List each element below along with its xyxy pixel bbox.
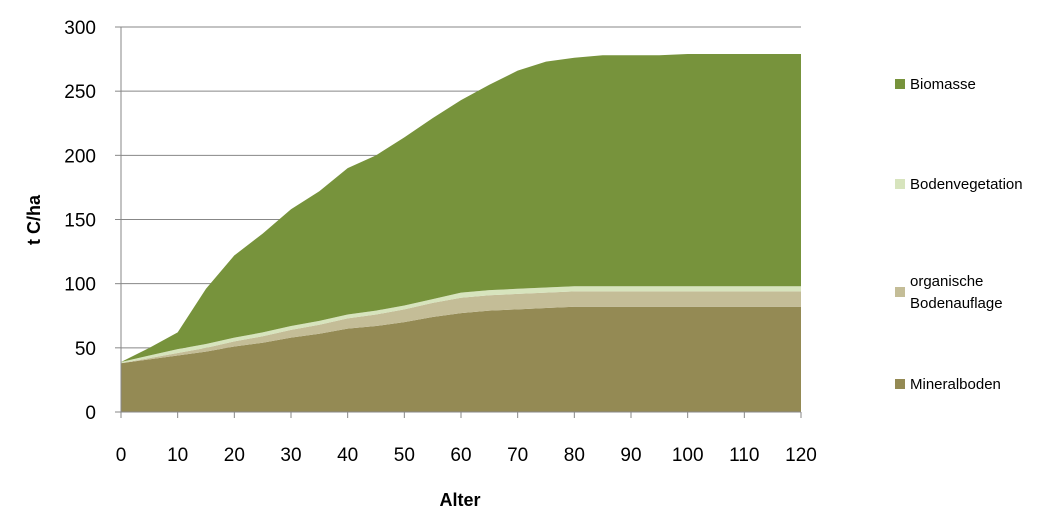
legend-label-mineralboden: Mineralboden <box>910 376 1001 393</box>
x-tick-label-50: 50 <box>394 445 415 466</box>
tick-labels: 0 50 100 150 200 250 300 0 10 20 30 40 50 60 70 80 90 100… <box>64 18 817 466</box>
legend-label-bodenvegetation: Bodenvegetation <box>910 176 1023 193</box>
x-tick-label-90: 90 <box>620 445 641 466</box>
x-tick-label-60: 60 <box>450 445 471 466</box>
y-tick-label-200: 200 <box>64 146 96 167</box>
y-tick-label-250: 250 <box>64 82 96 103</box>
y-tick-label-100: 100 <box>64 275 96 296</box>
x-tick-label-10: 10 <box>167 445 188 466</box>
x-tick-label-110: 110 <box>729 445 759 466</box>
legend-label-organische-bodenauflage: Bodenauflage <box>910 295 1003 312</box>
legend-swatch-biomasse <box>895 79 905 89</box>
legend-label-organische-bodenauflage: organische <box>910 273 983 290</box>
legend-swatch-bodenvegetation <box>895 179 905 189</box>
x-tick-label-100: 100 <box>672 445 704 466</box>
area-series <box>121 53 801 412</box>
y-axis-title: t C/ha <box>24 194 44 245</box>
x-tick-label-70: 70 <box>507 445 528 466</box>
x-tick-label-80: 80 <box>564 445 585 466</box>
area-biomasse <box>121 53 801 362</box>
legend-swatch-organische-bodenauflage <box>895 287 905 297</box>
x-tick-label-20: 20 <box>224 445 245 466</box>
legend-swatch-mineralboden <box>895 379 905 389</box>
y-tick-label-50: 50 <box>75 339 96 360</box>
axes <box>115 26 802 418</box>
area-organische-bodenauflage <box>121 291 801 364</box>
legend-label-biomasse: Biomasse <box>910 76 976 93</box>
area-mineralboden <box>121 306 801 412</box>
x-tick-label-30: 30 <box>280 445 301 466</box>
legend: Biomasse Bodenvegetation organische Bodenau… <box>895 76 1023 393</box>
x-tick-label-0: 0 <box>116 445 127 466</box>
y-tick-label-300: 300 <box>64 18 96 39</box>
x-axis-title: Alter <box>439 490 480 510</box>
y-tick-label-150: 150 <box>64 211 96 232</box>
y-tick-label-0: 0 <box>85 403 96 424</box>
x-tick-label-40: 40 <box>337 445 358 466</box>
x-tick-label-120: 120 <box>785 445 817 466</box>
